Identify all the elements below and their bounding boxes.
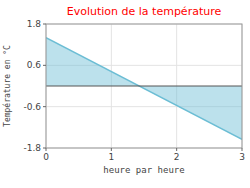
tick-label-x: 3 — [239, 152, 245, 162]
ticks: 0 1 2 3 -1.8 -0.6 0.6 1.8 — [23, 19, 244, 162]
tick-y — [43, 65, 46, 66]
chart-svg: 0 1 2 3 -1.8 -0.6 0.6 1.8 Evolution de la tempér… — [0, 0, 250, 188]
chart-container: 0 1 2 3 -1.8 -0.6 0.6 1.8 Evolution de la tempér… — [0, 0, 250, 188]
tick-label-y: 0.6 — [27, 60, 42, 70]
data-group — [46, 38, 242, 140]
tick-label-y: -1.8 — [23, 143, 41, 153]
zero-line — [46, 86, 242, 87]
grid — [46, 24, 242, 148]
x-axis-label: heure par heure — [103, 165, 184, 175]
area — [46, 38, 242, 140]
tick-y — [43, 148, 46, 149]
plot-background — [46, 24, 242, 148]
tick-y — [43, 106, 46, 107]
line — [46, 38, 242, 140]
tick-label-x: 1 — [108, 152, 114, 162]
tick-label-x: 0 — [43, 152, 49, 162]
tick-label-y: -0.6 — [23, 102, 41, 112]
tick-x — [111, 148, 112, 151]
y-axis-label: Température en °C — [2, 45, 12, 127]
tick-x — [176, 148, 177, 151]
tick-label-y: 1.8 — [27, 19, 42, 29]
title: Evolution de la température — [67, 5, 222, 18]
tick-x — [242, 148, 243, 151]
plot-frame — [46, 24, 242, 148]
tick-label-x: 2 — [174, 152, 180, 162]
tick-y — [43, 24, 46, 25]
